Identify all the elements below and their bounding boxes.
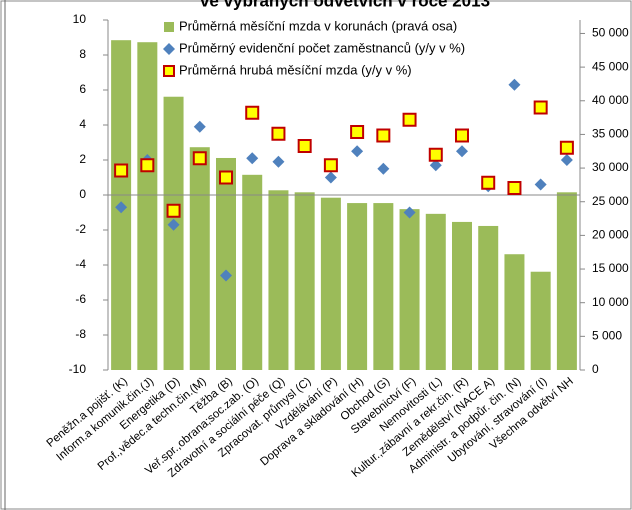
square-marker <box>350 125 365 139</box>
y-tick-label: 2 <box>79 152 86 166</box>
bar <box>478 225 499 370</box>
y-tick-label: -4 <box>75 257 86 271</box>
diamond-marker <box>456 145 468 158</box>
bar <box>216 157 236 370</box>
y-tick-label: 8 <box>79 47 86 61</box>
y2-tick-label: 10 000 <box>592 295 629 309</box>
diamond-marker <box>167 218 180 231</box>
square-marker <box>192 151 207 166</box>
diamond-marker <box>115 201 128 214</box>
diamond-marker <box>534 178 547 191</box>
diamond-marker <box>246 152 259 165</box>
square-marker <box>140 158 155 173</box>
bar <box>504 254 525 370</box>
diamond-marker <box>403 206 416 219</box>
legend-label: Průměrná hrubá měsíční mzda (y/y v %) <box>179 62 412 77</box>
square-marker <box>507 181 522 195</box>
square-marker <box>219 170 233 185</box>
diamond-marker <box>351 145 364 158</box>
y2-tick-label: 20 000 <box>592 228 629 242</box>
y-tick-label: 4 <box>79 117 86 131</box>
y-tick-label: 10 <box>73 12 87 26</box>
diamond-marker <box>193 120 206 133</box>
y-tick-label: -6 <box>75 292 86 306</box>
bar <box>137 42 158 370</box>
legend-swatch <box>163 43 175 55</box>
square-marker <box>297 139 312 153</box>
bar <box>320 197 341 370</box>
y2-tick-label: 15 000 <box>592 261 629 275</box>
bar <box>294 192 315 370</box>
y2-tick-label: 0 <box>592 362 599 376</box>
chart-title: ve vybraných odvětvích v roce 2013 <box>200 0 490 10</box>
y2-tick-label: 40 000 <box>592 93 629 107</box>
bar <box>425 213 446 370</box>
y2-tick-label: 50 000 <box>592 26 629 40</box>
bar <box>268 190 289 370</box>
y2-tick-label: 30 000 <box>592 160 629 174</box>
legend-swatch <box>163 65 175 77</box>
y2-tick-label: 45 000 <box>592 59 629 73</box>
bar <box>556 192 577 370</box>
y-tick-label: -2 <box>75 222 86 236</box>
y2-tick-label: 25 000 <box>592 194 629 208</box>
square-marker <box>376 128 391 143</box>
diamond-marker <box>272 155 285 168</box>
square-marker <box>166 203 181 218</box>
square-marker <box>323 158 338 173</box>
legend-label: Průměrný evidenční počet zaměstnanců (y/… <box>179 40 465 55</box>
y-tick-label: -8 <box>75 327 86 341</box>
square-marker <box>245 105 260 120</box>
diamond-marker <box>220 269 232 282</box>
bar <box>530 271 551 370</box>
square-marker <box>559 140 574 155</box>
square-marker <box>533 100 548 115</box>
square-marker <box>271 126 286 141</box>
bar <box>399 209 420 370</box>
bar <box>452 221 472 370</box>
square-marker <box>428 147 443 162</box>
square-marker <box>114 163 129 178</box>
legend-label: Průměrná měsíční mzda v korunách (pravá … <box>179 18 457 33</box>
y2-tick-label: 35 000 <box>592 127 629 141</box>
y-tick-label: 0 <box>79 187 86 201</box>
diamond-marker <box>324 171 337 184</box>
bar <box>347 203 368 370</box>
square-marker <box>402 112 417 127</box>
y-tick-label: -10 <box>69 362 87 376</box>
diamond-marker <box>560 154 573 166</box>
diamond-marker <box>377 162 390 175</box>
y-tick-label: 6 <box>79 82 86 96</box>
bar <box>163 96 184 370</box>
square-marker <box>455 128 469 143</box>
legend-swatch <box>164 22 174 32</box>
bar <box>373 203 394 370</box>
diamond-marker <box>508 78 521 91</box>
y2-tick-label: 5 000 <box>592 329 622 343</box>
bar <box>189 147 210 370</box>
square-marker <box>481 175 496 190</box>
diamond-marker <box>429 159 442 172</box>
bar <box>242 174 263 370</box>
